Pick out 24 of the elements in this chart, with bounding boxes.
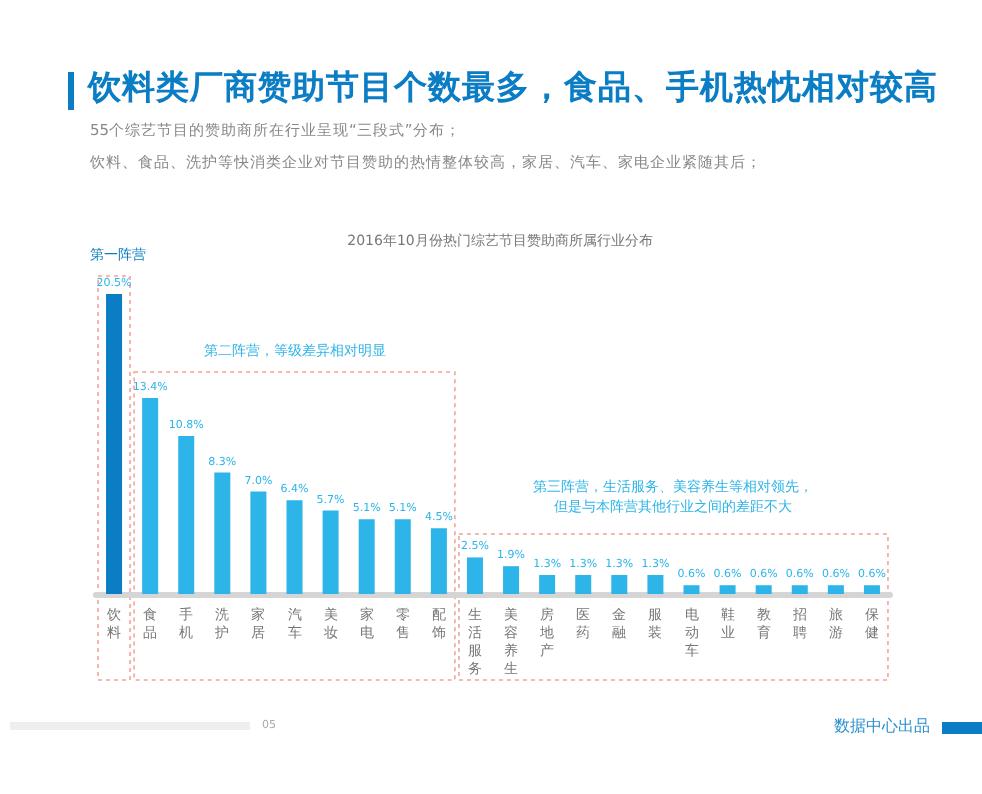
bar <box>539 574 556 594</box>
bar <box>178 435 195 594</box>
bar <box>755 585 772 594</box>
bar <box>611 574 628 594</box>
bar <box>430 528 447 594</box>
bar <box>827 585 844 594</box>
bar <box>647 574 664 594</box>
bar <box>322 510 339 594</box>
bar <box>394 519 411 594</box>
bar <box>503 566 520 594</box>
bar <box>683 585 700 594</box>
bar <box>466 557 483 594</box>
bar <box>358 519 375 594</box>
bar <box>863 585 880 594</box>
bar <box>142 397 159 594</box>
bar <box>214 472 231 594</box>
bar <box>286 500 303 594</box>
bar <box>575 574 592 594</box>
bar <box>719 585 736 594</box>
chart-title: 饮料类厂商赞助节目个数最多，食品、手机热忱相对较高 <box>86 68 938 106</box>
text: 数据中心出品 <box>834 717 930 735</box>
bar <box>250 491 267 594</box>
bar <box>791 585 808 594</box>
bar <box>106 294 123 594</box>
